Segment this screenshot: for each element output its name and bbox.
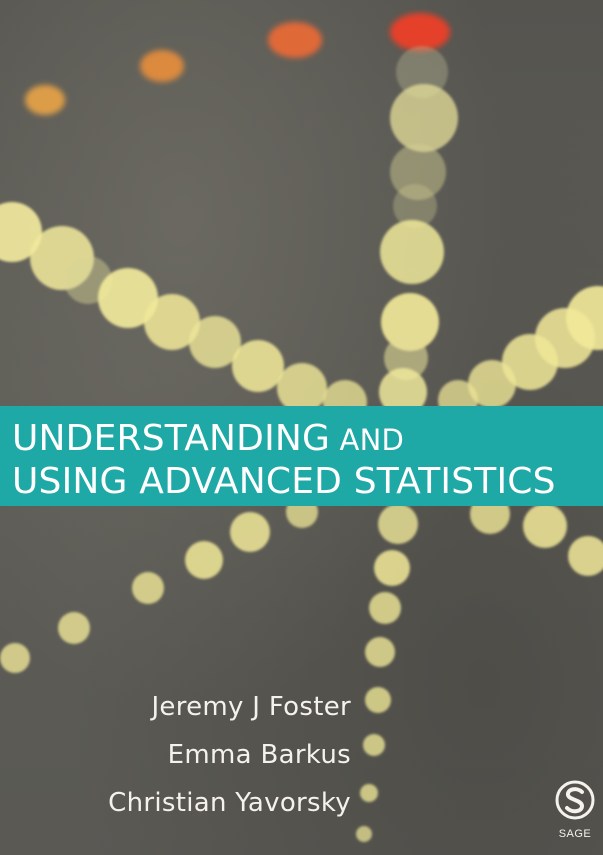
author-name: Jeremy J Foster — [151, 692, 351, 722]
title-conjunction: AND — [330, 423, 405, 457]
author-name: Emma Barkus — [167, 740, 351, 770]
author-list: Jeremy J Foster Emma Barkus Christian Ya… — [108, 683, 351, 827]
publisher-name: SAGE — [558, 828, 592, 840]
sage-s-logo-icon — [555, 780, 595, 820]
title-band: UNDERSTANDING AND USING ADVANCED STATIST… — [0, 406, 603, 506]
title-line-1: UNDERSTANDING AND — [12, 418, 603, 461]
title-line-2: USING ADVANCED STATISTICS — [12, 461, 556, 502]
author-name: Christian Yavorsky — [108, 788, 351, 818]
title-main-word: UNDERSTANDING — [12, 418, 331, 459]
